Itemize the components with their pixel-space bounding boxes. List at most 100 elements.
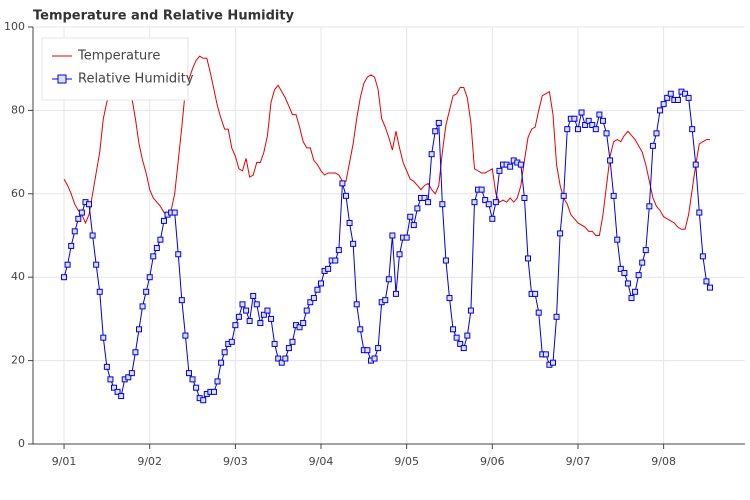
x-tick-label: 9/02 — [137, 455, 162, 468]
marker — [275, 355, 282, 362]
marker — [253, 301, 260, 308]
marker — [446, 295, 453, 302]
marker — [521, 194, 528, 201]
marker — [432, 128, 439, 135]
marker — [467, 307, 474, 314]
marker — [517, 161, 524, 168]
marker — [646, 203, 653, 210]
marker — [86, 201, 93, 208]
marker — [89, 232, 96, 239]
marker — [614, 236, 621, 243]
marker — [460, 345, 467, 352]
marker — [617, 265, 624, 272]
x-tick-label: 9/08 — [651, 455, 676, 468]
marker — [157, 236, 164, 243]
marker — [185, 370, 192, 377]
marker — [585, 117, 592, 124]
y-tick-label: 100 — [4, 20, 25, 33]
marker — [632, 288, 639, 295]
marker — [396, 251, 403, 258]
marker — [357, 326, 364, 333]
marker — [607, 157, 614, 164]
marker — [303, 307, 310, 314]
marker — [214, 378, 221, 385]
marker — [628, 295, 635, 302]
marker — [210, 388, 217, 395]
marker — [457, 340, 464, 347]
marker — [193, 384, 200, 391]
marker — [407, 213, 414, 220]
marker — [428, 151, 435, 158]
marker — [410, 222, 417, 229]
marker — [175, 251, 182, 258]
marker — [649, 142, 656, 149]
marker — [642, 247, 649, 254]
marker — [589, 121, 596, 128]
marker — [450, 326, 457, 333]
marker — [114, 388, 121, 395]
marker — [271, 340, 278, 347]
marker — [353, 301, 360, 308]
x-tick-label: 9/01 — [52, 455, 77, 468]
marker — [118, 393, 125, 400]
marker — [482, 197, 489, 204]
marker — [264, 307, 271, 314]
marker — [489, 215, 496, 222]
marker — [621, 270, 628, 277]
marker — [507, 163, 514, 170]
marker — [682, 90, 689, 97]
marker — [75, 215, 82, 222]
x-tick-label: 9/07 — [566, 455, 591, 468]
marker — [414, 205, 421, 212]
marker — [100, 334, 107, 341]
marker — [342, 192, 349, 199]
marker — [235, 313, 242, 320]
marker — [160, 217, 167, 224]
marker — [232, 322, 239, 329]
marker — [471, 199, 478, 206]
marker — [707, 284, 714, 291]
marker — [689, 126, 696, 133]
marker — [371, 355, 378, 362]
marker — [439, 201, 446, 208]
marker — [246, 317, 253, 324]
marker — [496, 167, 503, 174]
marker — [310, 295, 317, 302]
marker — [667, 90, 674, 97]
marker — [228, 338, 235, 345]
marker — [596, 111, 603, 118]
marker — [578, 109, 585, 116]
marker — [78, 209, 85, 216]
marker — [660, 101, 667, 108]
marker — [289, 338, 296, 345]
y-tick-label: 60 — [11, 187, 25, 200]
marker — [610, 192, 617, 199]
marker — [171, 209, 178, 216]
marker — [64, 261, 71, 268]
legend-label: Temperature — [77, 49, 160, 64]
marker — [592, 126, 599, 133]
y-tick-label: 0 — [18, 437, 25, 450]
marker — [107, 376, 114, 383]
marker — [421, 194, 428, 201]
marker — [250, 292, 257, 299]
marker — [385, 276, 392, 283]
marker — [111, 384, 118, 391]
marker — [453, 334, 460, 341]
marker — [553, 313, 560, 320]
marker — [200, 397, 207, 404]
marker — [375, 345, 382, 352]
marker — [603, 130, 610, 137]
y-tick-label: 40 — [11, 270, 25, 283]
x-tick-label: 9/05 — [394, 455, 419, 468]
marker — [243, 307, 250, 314]
marker — [535, 309, 542, 316]
series-line — [63, 55, 711, 236]
marker — [68, 242, 75, 249]
marker — [653, 130, 660, 137]
marker — [389, 232, 396, 239]
marker — [239, 301, 246, 308]
marker — [685, 94, 692, 101]
marker — [332, 257, 339, 264]
